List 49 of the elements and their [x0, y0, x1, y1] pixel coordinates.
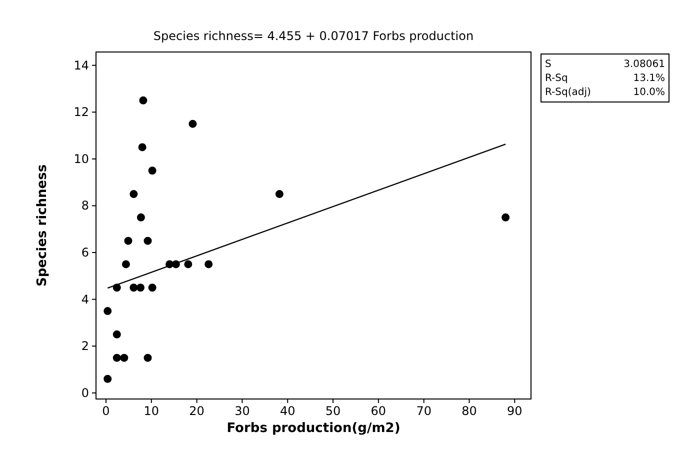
y-tick-label: 6	[81, 246, 89, 260]
text: 3.08061	[624, 59, 665, 70]
x-tick-label: 40	[280, 404, 296, 418]
point	[122, 260, 130, 268]
point	[138, 143, 146, 152]
y-tick-label: 10	[74, 152, 89, 166]
point	[502, 213, 510, 222]
point	[136, 213, 145, 222]
point	[139, 96, 148, 104]
point	[148, 284, 156, 292]
x-tick-label: 70	[416, 404, 432, 418]
y-axis-title: Species richness	[35, 164, 50, 287]
point	[136, 284, 144, 292]
point	[104, 307, 112, 316]
y-tick-label: 4	[81, 292, 89, 306]
text: 10.0%	[633, 87, 665, 98]
point	[130, 284, 138, 292]
point	[144, 354, 152, 362]
point	[184, 260, 192, 268]
text: S	[545, 59, 552, 70]
x-axis-title: Forbs production(g/m2)	[226, 421, 400, 436]
text: R-Sq(adj)	[545, 87, 591, 98]
x-tick-label: 20	[189, 404, 204, 418]
point	[124, 236, 132, 245]
point	[204, 260, 213, 268]
text: 13.1%	[633, 73, 665, 84]
x-tick-label: 90	[507, 404, 522, 418]
x-tick-label: 50	[325, 404, 341, 418]
x-tick-label: 80	[462, 404, 477, 418]
point	[148, 166, 156, 175]
x-tick-label: 10	[144, 404, 160, 418]
y-tick-label: 14	[74, 58, 89, 72]
point	[275, 190, 284, 198]
point	[112, 354, 121, 362]
point	[144, 236, 152, 245]
y-tick-label: 12	[74, 105, 89, 120]
point	[130, 190, 138, 198]
point	[188, 120, 197, 128]
point	[120, 354, 128, 362]
x-tick-label: 30	[234, 404, 250, 418]
text: R-Sq	[545, 73, 568, 84]
point	[112, 330, 121, 338]
y-tick-label: 0	[81, 386, 89, 400]
x-tick-label: 0	[102, 404, 110, 418]
y-tick-label: 2	[81, 339, 89, 354]
x-tick-label: 60	[370, 404, 386, 418]
chart-title: Species richness= 4.455 + 0.07017 Forbs production	[153, 29, 474, 43]
y-tick-label: 8	[81, 198, 89, 213]
point	[104, 374, 112, 383]
